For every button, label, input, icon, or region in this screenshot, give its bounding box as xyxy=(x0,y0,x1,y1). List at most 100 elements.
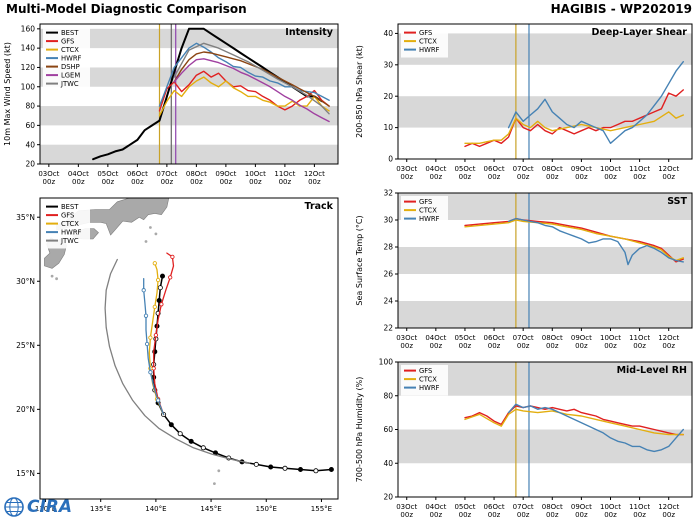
svg-text:120: 120 xyxy=(21,63,36,72)
svg-text:06Oct: 06Oct xyxy=(484,165,505,173)
svg-text:00z: 00z xyxy=(488,342,501,350)
svg-text:CTCX: CTCX xyxy=(61,220,79,228)
svg-text:140: 140 xyxy=(21,44,36,53)
svg-text:40: 40 xyxy=(383,459,393,468)
cira-logo-text: CIRA xyxy=(27,497,73,517)
svg-text:00z: 00z xyxy=(633,511,646,519)
svg-text:100: 100 xyxy=(21,82,36,91)
svg-text:00z: 00z xyxy=(517,511,530,519)
svg-text:00z: 00z xyxy=(279,178,292,186)
svg-text:22: 22 xyxy=(383,324,393,333)
svg-text:00z: 00z xyxy=(575,511,588,519)
svg-text:08Oct: 08Oct xyxy=(542,165,563,173)
svg-text:40: 40 xyxy=(383,29,393,38)
svg-text:20°N: 20°N xyxy=(16,405,35,414)
svg-text:05Oct: 05Oct xyxy=(454,334,475,342)
svg-text:00z: 00z xyxy=(633,342,646,350)
svg-text:07Oct: 07Oct xyxy=(513,165,534,173)
svg-text:200-850 hPa Shear (kt): 200-850 hPa Shear (kt) xyxy=(355,45,364,138)
svg-text:20: 20 xyxy=(383,493,393,502)
svg-text:Deep-Layer Shear: Deep-Layer Shear xyxy=(592,27,688,38)
svg-text:BEST: BEST xyxy=(61,29,79,37)
svg-text:12Oct: 12Oct xyxy=(658,503,679,511)
svg-text:155°E: 155°E xyxy=(311,505,332,513)
svg-text:LGEM: LGEM xyxy=(61,72,80,80)
svg-text:00z: 00z xyxy=(102,178,115,186)
svg-text:04Oct: 04Oct xyxy=(68,170,89,178)
svg-text:HWRF: HWRF xyxy=(61,55,82,63)
globe-icon xyxy=(4,497,24,517)
svg-text:11Oct: 11Oct xyxy=(629,503,650,511)
svg-text:00z: 00z xyxy=(662,511,675,519)
svg-text:30°N: 30°N xyxy=(16,277,35,286)
svg-text:10m Max Wind Speed (kt): 10m Max Wind Speed (kt) xyxy=(3,42,12,146)
svg-text:09Oct: 09Oct xyxy=(571,165,592,173)
svg-text:12Oct: 12Oct xyxy=(658,165,679,173)
svg-text:700-500 hPa Humidity (%): 700-500 hPa Humidity (%) xyxy=(355,377,364,483)
svg-text:00z: 00z xyxy=(190,178,203,186)
svg-text:03Oct: 03Oct xyxy=(38,170,59,178)
svg-text:00z: 00z xyxy=(459,511,472,519)
svg-text:00z: 00z xyxy=(400,511,413,519)
svg-text:07Oct: 07Oct xyxy=(156,170,177,178)
header: Multi-Model Diagnostic Comparison HAGIBI… xyxy=(0,0,700,18)
deep-layer-shear-chart: 0 10 20 30 40 03Oct 00z 04Oct 00z 05Oct 00z 06Oct 00… xyxy=(352,18,700,187)
svg-text:06Oct: 06Oct xyxy=(127,170,148,178)
svg-text:40: 40 xyxy=(25,140,35,149)
svg-text:00z: 00z xyxy=(220,178,233,186)
svg-text:11Oct: 11Oct xyxy=(629,165,650,173)
svg-text:00z: 00z xyxy=(131,178,144,186)
svg-text:12Oct: 12Oct xyxy=(658,334,679,342)
svg-text:00z: 00z xyxy=(459,342,472,350)
svg-text:05Oct: 05Oct xyxy=(97,170,118,178)
svg-text:04Oct: 04Oct xyxy=(425,165,446,173)
svg-text:60: 60 xyxy=(383,425,393,434)
page-title: Multi-Model Diagnostic Comparison xyxy=(6,2,247,16)
svg-text:28: 28 xyxy=(383,243,393,252)
svg-text:10Oct: 10Oct xyxy=(600,334,621,342)
svg-text:00z: 00z xyxy=(43,178,56,186)
svg-text:09Oct: 09Oct xyxy=(215,170,236,178)
svg-text:Mid-Level RH: Mid-Level RH xyxy=(617,365,687,376)
svg-text:20: 20 xyxy=(25,160,35,169)
svg-text:80: 80 xyxy=(25,102,35,111)
svg-text:04Oct: 04Oct xyxy=(425,334,446,342)
svg-text:00z: 00z xyxy=(430,173,443,181)
svg-text:JTWC: JTWC xyxy=(60,80,79,88)
svg-text:00z: 00z xyxy=(488,173,501,181)
svg-text:00z: 00z xyxy=(662,173,675,181)
svg-text:BEST: BEST xyxy=(61,203,79,211)
svg-text:135°E: 135°E xyxy=(90,505,111,513)
svg-text:20: 20 xyxy=(383,92,393,101)
svg-text:80: 80 xyxy=(383,391,393,400)
svg-text:25°N: 25°N xyxy=(16,341,35,350)
svg-text:Sea Surface Temp (°C): Sea Surface Temp (°C) xyxy=(355,215,364,305)
svg-text:60: 60 xyxy=(25,121,35,130)
svg-text:24: 24 xyxy=(383,297,393,306)
svg-text:GFS: GFS xyxy=(61,38,74,46)
svg-text:GFS: GFS xyxy=(419,198,432,206)
svg-text:32: 32 xyxy=(383,189,393,198)
svg-text:HWRF: HWRF xyxy=(419,215,440,223)
svg-text:03Oct: 03Oct xyxy=(396,165,417,173)
track-map-chart: 15°N 20°N 25°N 30°N 35°N 130°E 135°E 140°E 145°E… xyxy=(0,192,352,525)
svg-text:09Oct: 09Oct xyxy=(571,334,592,342)
svg-text:100: 100 xyxy=(379,358,394,367)
cira-logo: CIRA xyxy=(3,496,72,518)
svg-text:05Oct: 05Oct xyxy=(454,165,475,173)
svg-text:130°E: 130°E xyxy=(35,505,56,513)
svg-text:30: 30 xyxy=(383,216,393,225)
svg-text:00z: 00z xyxy=(430,342,443,350)
svg-text:JTWC: JTWC xyxy=(60,237,79,245)
mid-level-rh-chart: 20 40 60 80 100 03Oct 00z 04Oct 00z 05Oct 00z 06Oct… xyxy=(352,356,700,525)
svg-text:10Oct: 10Oct xyxy=(245,170,266,178)
svg-text:05Oct: 05Oct xyxy=(454,503,475,511)
svg-text:11Oct: 11Oct xyxy=(629,334,650,342)
svg-text:30: 30 xyxy=(383,60,393,69)
svg-text:03Oct: 03Oct xyxy=(396,334,417,342)
svg-text:GFS: GFS xyxy=(419,29,432,37)
storm-title: HAGIBIS - WP202019 xyxy=(550,2,692,16)
svg-text:00z: 00z xyxy=(604,173,617,181)
svg-text:00z: 00z xyxy=(546,342,559,350)
